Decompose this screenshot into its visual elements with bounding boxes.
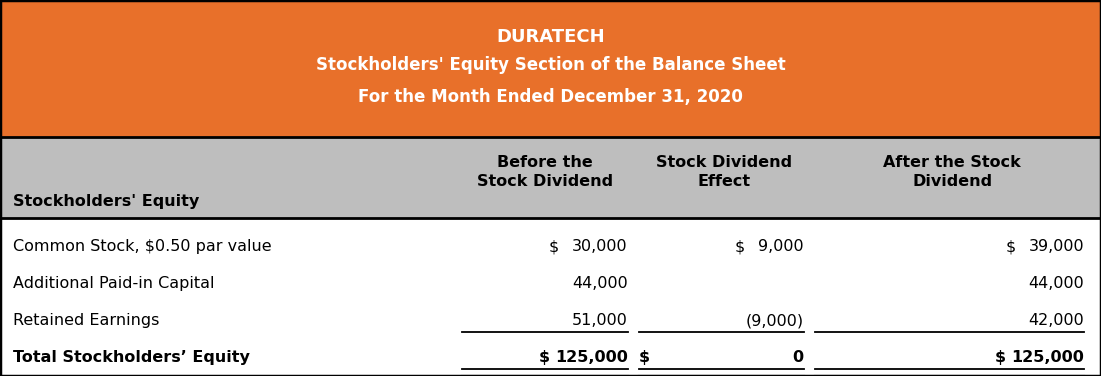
Text: Stock Dividend
Effect: Stock Dividend Effect [656, 155, 792, 189]
Text: Additional Paid-in Capital: Additional Paid-in Capital [13, 276, 215, 291]
Text: Stockholders' Equity: Stockholders' Equity [13, 194, 199, 209]
Bar [0, 218, 1101, 376]
Text: Total Stockholders’ Equity: Total Stockholders’ Equity [13, 350, 250, 365]
Text: $: $ [995, 350, 1006, 365]
Bar [0, 137, 1101, 218]
Text: 39,000: 39,000 [1028, 239, 1084, 254]
Text: 30,000: 30,000 [571, 239, 628, 254]
Bar [0, 0, 1101, 137]
Text: $: $ [1005, 239, 1016, 254]
Text: Retained Earnings: Retained Earnings [13, 313, 160, 328]
Text: $: $ [735, 239, 745, 254]
Text: $: $ [538, 350, 549, 365]
Text: DURATECH: DURATECH [497, 28, 604, 45]
Text: Stockholders' Equity Section of the Balance Sheet: Stockholders' Equity Section of the Bala… [316, 56, 785, 74]
Text: 51,000: 51,000 [571, 313, 628, 328]
Text: For the Month Ended December 31, 2020: For the Month Ended December 31, 2020 [358, 88, 743, 106]
Text: (9,000): (9,000) [745, 313, 804, 328]
Text: 44,000: 44,000 [1028, 276, 1084, 291]
Text: Common Stock, $0.50 par value: Common Stock, $0.50 par value [13, 239, 272, 254]
Text: 42,000: 42,000 [1028, 313, 1084, 328]
Text: 125,000: 125,000 [1012, 350, 1084, 365]
Text: $: $ [639, 350, 650, 365]
Text: 0: 0 [793, 350, 804, 365]
Text: 44,000: 44,000 [571, 276, 628, 291]
Text: $: $ [548, 239, 559, 254]
Text: Before the
Stock Dividend: Before the Stock Dividend [477, 155, 613, 189]
Text: 125,000: 125,000 [555, 350, 628, 365]
Text: 9,000: 9,000 [759, 239, 804, 254]
Text: After the Stock
Dividend: After the Stock Dividend [883, 155, 1022, 189]
